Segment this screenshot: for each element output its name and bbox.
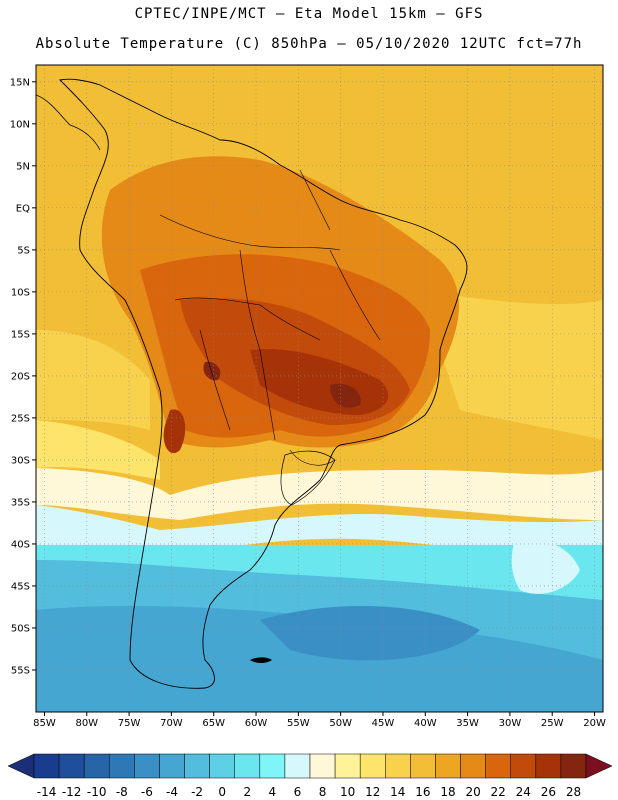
colorbar-label: -14: [37, 785, 57, 799]
colorbar-label: 22: [491, 785, 506, 799]
lon-tick-label: 80W: [75, 718, 98, 729]
colorbar-label: 28: [566, 785, 581, 799]
lat-tick-label: 15S: [11, 329, 30, 340]
colorbar-label: 8: [319, 785, 327, 799]
longitude-labels: 85W 80W 75W 70W 65W 60W 55W 50W 45W 40W 35W 30W 25W 2…: [33, 712, 606, 729]
colorbar-label: 18: [440, 785, 455, 799]
colorbar-swatch: [535, 753, 562, 779]
map-subtitle: Absolute Temperature (C) 850hPa – 05/10/…: [35, 36, 583, 52]
graticule: [36, 65, 603, 712]
colorbar-label: 10: [340, 785, 355, 799]
colorbar-swatch: [485, 753, 511, 779]
colorbar-label: 2: [243, 785, 251, 799]
colorbar-swatch: [58, 753, 85, 779]
heat-strip: [163, 409, 186, 454]
lon-tick-label: 60W: [245, 718, 268, 729]
lon-tick-label: 35W: [456, 718, 479, 729]
lat-tick-label: 30S: [11, 455, 30, 466]
colorbar-swatch: [334, 753, 361, 779]
lat-tick-label: EQ: [16, 203, 30, 214]
colorbar-high-arrow: [585, 753, 613, 779]
lon-tick-label: 25W: [541, 718, 564, 729]
colorbar-label: 14: [390, 785, 405, 799]
lat-tick-label: 5S: [17, 245, 30, 256]
map-frame: [35, 64, 604, 713]
lat-tick-label: 45S: [11, 581, 30, 592]
colorbar-swatch: [309, 753, 336, 779]
lat-tick-label: 50S: [11, 623, 30, 634]
colorbar-swatch: [259, 753, 286, 779]
colorbar-swatch: [510, 753, 537, 779]
lat-tick-label: 55S: [11, 665, 30, 676]
lat-tick-label: 20S: [11, 371, 30, 382]
colorbar-label: 20: [465, 785, 480, 799]
colorbar-swatch: [159, 753, 185, 779]
lat-tick-label: 40S: [11, 539, 30, 550]
cold-core: [260, 606, 480, 661]
colorbar-label: -2: [191, 785, 203, 799]
colorbar-label: -8: [116, 785, 128, 799]
lat-tick-label: 10N: [10, 119, 30, 130]
colorbar-label: -12: [62, 785, 82, 799]
pacific-band: [36, 330, 150, 430]
central-america-outline: [36, 94, 101, 151]
colorbar-label: -6: [141, 785, 153, 799]
mid-latitude-band: [36, 468, 603, 520]
lat-tick-label: 15N: [10, 77, 30, 88]
colorbar-label: 12: [365, 785, 380, 799]
lon-tick-label: 75W: [118, 718, 141, 729]
latitude-labels: 15N 10N 5N EQ 5S 10S 15S 20S 25S 30S 35S 40S 45S 50S 5…: [10, 77, 36, 676]
colorbar-swatch: [234, 753, 261, 779]
lon-tick-label: 65W: [202, 718, 225, 729]
colorbar-swatch: [209, 753, 235, 779]
country-borders: [159, 169, 381, 466]
colorbar-label: -10: [87, 785, 107, 799]
lat-tick-label: 5N: [16, 161, 30, 172]
continent-outline: [59, 78, 468, 689]
colorbar-label: 0: [218, 785, 226, 799]
cool-patch: [511, 538, 580, 594]
colorbar-swatch: [284, 753, 311, 779]
lat-tick-label: 25S: [11, 413, 30, 424]
uruguay-outline: [280, 450, 336, 506]
lon-tick-label: 85W: [33, 718, 56, 729]
lat-tick-label: 35S: [11, 497, 30, 508]
colorbar-label: 24: [516, 785, 531, 799]
colorbar-label: 26: [541, 785, 556, 799]
lon-tick-label: 20W: [583, 718, 606, 729]
colorbar-swatch: [560, 753, 587, 779]
lon-tick-label: 70W: [160, 718, 183, 729]
lon-tick-label: 30W: [499, 718, 522, 729]
colorbar-label: 6: [294, 785, 302, 799]
colorbar-swatch: [385, 753, 411, 779]
colorbar-swatch: [184, 753, 210, 779]
heat-max: [330, 383, 361, 408]
map-title: CPTEC/INPE/MCT – Eta Model 15km – GFS: [134, 6, 484, 22]
lon-tick-label: 50W: [329, 718, 352, 729]
lat-tick-label: 10S: [11, 287, 30, 298]
colorbar-swatch: [460, 753, 486, 779]
colorbar-swatch: [359, 753, 386, 779]
colorbar-swatch: [109, 753, 135, 779]
colorbar-swatch: [134, 753, 160, 779]
lon-tick-label: 45W: [372, 718, 395, 729]
atlantic-band: [420, 290, 603, 440]
colorbar-swatch: [33, 753, 60, 779]
falklands-islands: [250, 657, 272, 663]
colorbar-label: 16: [415, 785, 430, 799]
colorbar-label: 4: [269, 785, 277, 799]
temperature-field: [36, 65, 603, 712]
colorbar-swatch: [83, 753, 110, 779]
lon-tick-label: 40W: [414, 718, 437, 729]
colorbar: -14 -12 -10 -8 -6 -4 -2 0 2 4 6 8 10 12 14 16 18 20 22 24 26…: [7, 753, 613, 799]
colorbar-low-arrow: [7, 753, 35, 779]
colorbar-swatch: [410, 753, 436, 779]
colorbar-swatch: [435, 753, 461, 779]
colorbar-label: -4: [166, 785, 178, 799]
lon-tick-label: 55W: [287, 718, 310, 729]
